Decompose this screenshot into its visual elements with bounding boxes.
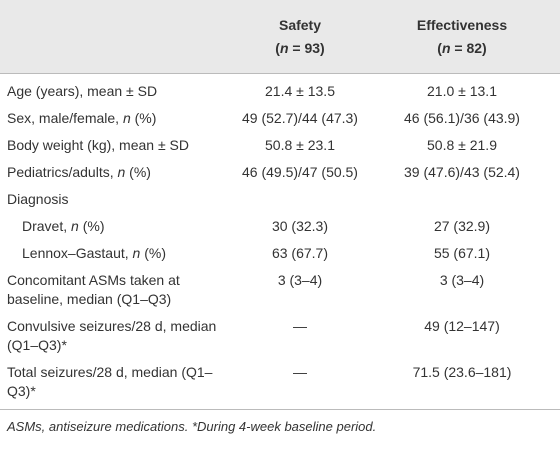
text-segment: n [71,218,79,234]
row-label: Sex, male/female, n (%) [0,105,236,132]
text-segment: Total seizures/28 d, median (Q1–Q3)* [7,364,213,399]
table-row: Sex, male/female, n (%) 49 (52.7)/44 (47.… [0,105,560,132]
text-segment: ( [437,40,442,56]
text-segment: Body weight (kg), mean ± SD [7,137,189,153]
text-segment: n [132,245,141,261]
header-row: Safety (n = 93) Effectiveness (n = 82) [0,0,560,74]
header-blank [0,0,236,74]
text-segment: Concomitant ASMs taken at baseline, medi… [7,272,180,307]
row-label: Concomitant ASMs taken at baseline, medi… [0,267,236,313]
cell: 71.5 (23.6–181) [412,364,512,380]
text-segment: ( [275,40,280,56]
table-row: Convulsive seizures/28 d, median (Q1–Q3)… [0,313,560,359]
column-header: Effectiveness (n = 82) [364,0,560,74]
text-segment: n [117,164,126,180]
text-segment: Sex, male/female, [7,110,123,126]
text-segment: Pediatrics/adults, [7,164,118,180]
table-row: Concomitant ASMs taken at baseline, medi… [0,267,560,313]
table-row: Diagnosis [0,186,560,213]
table-row: Body weight (kg), mean ± SD 50.8 ± 23.1 50… [0,132,560,159]
text-segment: Diagnosis [7,191,69,207]
cell: 21.4 ± 13.5 [265,83,335,99]
footnote: ASMs, antiseizure medications. *During 4… [7,419,377,434]
table-row: Total seizures/28 d, median (Q1–Q3)* — 71.… [0,359,560,410]
cell: 46 (49.5)/47 (50.5) [242,164,358,180]
table-body: Age (years), mean ± SD 21.4 ± 13.5 21.0 ± … [0,74,560,410]
cell: 30 (32.3) [271,218,329,234]
cell: 63 (67.7) [271,245,329,261]
text-segment: (%) [125,164,151,180]
row-label: Diagnosis [0,186,236,213]
row-label: Pediatrics/adults, n (%) [0,159,236,186]
cell: — [293,364,307,380]
column-n: (n = 93) [236,37,364,60]
text-segment: (%) [130,110,157,126]
column-n: (n = 82) [364,37,560,60]
data-table: Safety (n = 93) Effectiveness (n = 82) Age … [0,0,560,410]
row-label: Convulsive seizures/28 d, median (Q1–Q3)… [0,313,236,359]
cell: 49 (52.7)/44 (47.3) [242,110,358,126]
table-row: Pediatrics/adults, n (%) 46 (49.5)/47 (50… [0,159,560,186]
row-label: Dravet, n (%) [0,213,236,240]
cell: 21.0 ± 13.1 [427,83,497,99]
cell: — [293,318,307,334]
text-segment: Lennox–Gastaut, [22,245,133,261]
text-segment: Convulsive seizures/28 d, median (Q1–Q3)… [7,318,217,353]
table-header: Safety (n = 93) Effectiveness (n = 82) [0,0,560,74]
cell: 3 (3–4) [439,272,485,288]
column-title: Safety [278,17,322,33]
text-segment: = 93) [288,40,325,56]
table-row: Lennox–Gastaut, n (%) 63 (67.7) 55 (67.1) [0,240,560,267]
cell: 50.8 ± 23.1 [265,137,335,153]
row-label: Body weight (kg), mean ± SD [0,132,236,159]
cell: 3 (3–4) [277,272,323,288]
column-header: Safety (n = 93) [236,0,364,74]
row-label: Total seizures/28 d, median (Q1–Q3)* [0,359,236,410]
text-segment: Dravet, [22,218,72,234]
text-segment: (%) [78,218,105,234]
row-label: Age (years), mean ± SD [0,74,236,106]
text-segment: n [441,40,451,56]
column-title: Effectiveness [416,17,508,33]
text-segment: n [122,110,131,126]
table-row: Dravet, n (%) 30 (32.3) 27 (32.9) [0,213,560,240]
cell: 50.8 ± 21.9 [427,137,497,153]
text-segment: n [279,40,289,56]
cell: 49 (12–147) [424,318,500,334]
cell: 55 (67.1) [433,245,491,261]
text-segment: = 82) [450,40,487,56]
table-row: Age (years), mean ± SD 21.4 ± 13.5 21.0 ± … [0,74,560,106]
cell-blank [364,186,560,213]
cell: 46 (56.1)/36 (43.9) [404,110,520,126]
cell: 39 (47.6)/43 (52.4) [404,164,520,180]
text-segment: (%) [140,245,166,261]
cell: 27 (32.9) [433,218,491,234]
text-segment: Age (years), mean ± SD [7,83,158,99]
cell-blank [236,186,364,213]
row-label: Lennox–Gastaut, n (%) [0,240,236,267]
